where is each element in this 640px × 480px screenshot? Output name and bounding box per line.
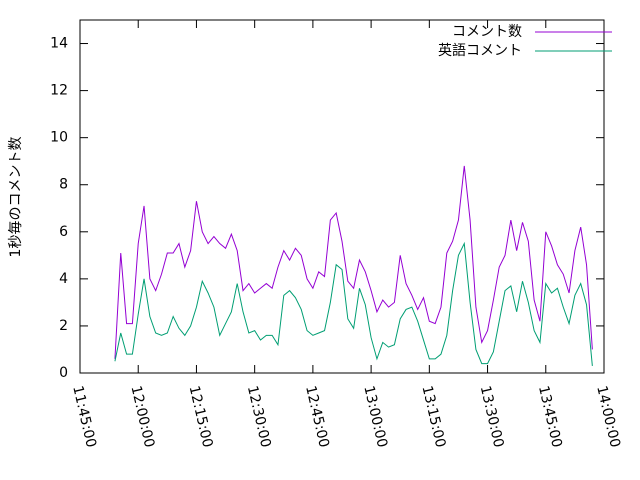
y-tick-label: 0 xyxy=(59,365,68,381)
x-tick-label: 13:30:00 xyxy=(477,384,507,449)
x-tick-label: 14:00:00 xyxy=(593,384,623,449)
y-tick-label: 2 xyxy=(59,318,68,334)
y-tick-label: 4 xyxy=(59,271,68,287)
legend-label: 英語コメント xyxy=(438,42,522,59)
y-axis-label: 1秒毎のコメント数 xyxy=(8,137,24,258)
x-tick-label: 12:45:00 xyxy=(302,384,332,449)
x-tick-label: 11:45:00 xyxy=(69,384,99,449)
y-tick-label: 14 xyxy=(50,36,68,52)
x-tick-label: 13:45:00 xyxy=(535,384,565,449)
y-tick-label: 8 xyxy=(59,177,68,193)
y-tick-label: 10 xyxy=(50,130,68,146)
x-tick-label: 12:15:00 xyxy=(186,384,216,449)
series-line xyxy=(114,241,593,366)
x-tick-label: 12:30:00 xyxy=(244,384,274,449)
x-tick-label: 13:00:00 xyxy=(360,384,390,449)
x-tick-label: 13:15:00 xyxy=(419,384,449,449)
y-tick-label: 12 xyxy=(50,83,68,99)
y-tick-label: 6 xyxy=(59,224,68,240)
x-tick-label: 12:00:00 xyxy=(127,384,157,449)
plot-border xyxy=(79,19,605,374)
series-line xyxy=(114,165,593,359)
legend-label: コメント数 xyxy=(452,24,522,40)
